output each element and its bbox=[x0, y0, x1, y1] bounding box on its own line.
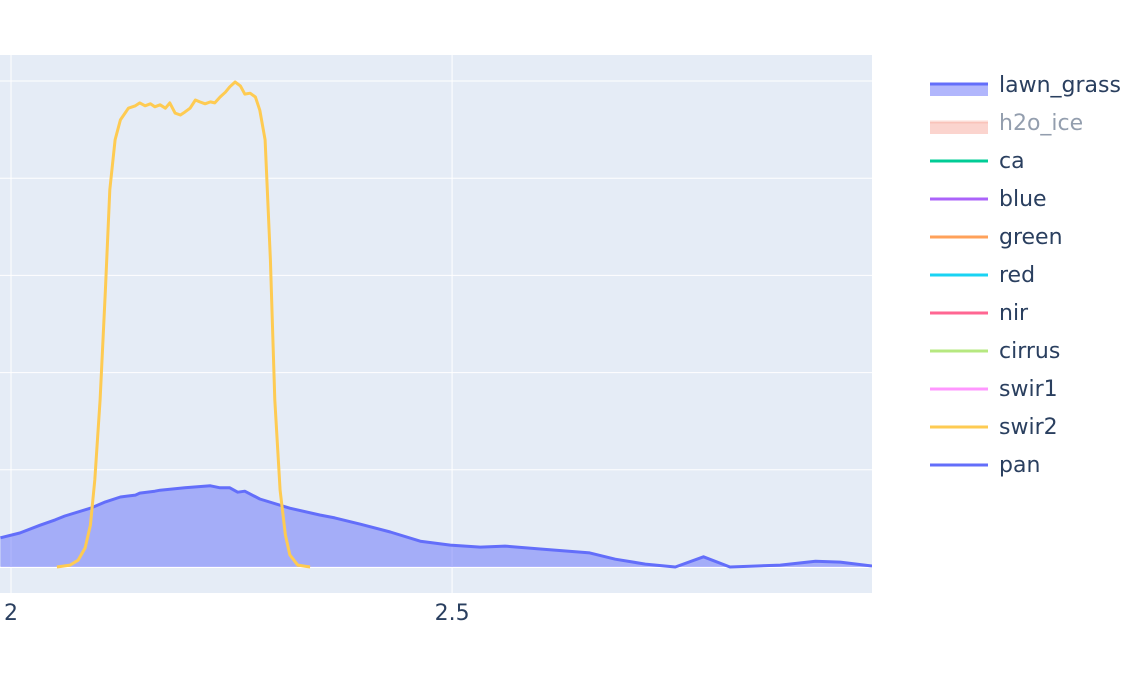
legend-item[interactable]: lawn_grass bbox=[930, 73, 1121, 98]
line bbox=[56, 80, 311, 569]
legend-label: pan bbox=[999, 453, 1040, 478]
legend-item[interactable]: green bbox=[930, 225, 1063, 250]
legend-item[interactable]: nir bbox=[930, 301, 1029, 326]
x-tick-label: 2.5 bbox=[435, 601, 470, 626]
legend-item[interactable]: swir1 bbox=[930, 377, 1058, 402]
area bbox=[0, 485, 872, 567]
legend-label: swir2 bbox=[999, 415, 1058, 440]
legend-item[interactable]: cirrus bbox=[930, 339, 1060, 364]
legend-label: green bbox=[999, 225, 1063, 250]
legend-swatch bbox=[930, 122, 988, 134]
legend-item[interactable]: pan bbox=[930, 453, 1040, 478]
legend-label: blue bbox=[999, 187, 1047, 212]
legend-item[interactable]: blue bbox=[930, 187, 1047, 212]
legend-label: cirrus bbox=[999, 339, 1060, 364]
legend-label: h2o_ice bbox=[999, 111, 1083, 136]
legend-item[interactable]: red bbox=[930, 263, 1035, 288]
legend-label: red bbox=[999, 263, 1035, 288]
legend-label: ca bbox=[999, 149, 1025, 174]
legend-item[interactable]: h2o_ice bbox=[930, 111, 1083, 136]
legend-item[interactable]: swir2 bbox=[930, 415, 1058, 440]
line bbox=[0, 484, 872, 569]
legend-item[interactable]: ca bbox=[930, 149, 1025, 174]
legend-swatch bbox=[930, 84, 988, 96]
legend-label: swir1 bbox=[999, 377, 1058, 402]
x-tick-label: 2 bbox=[4, 601, 18, 626]
legend-label: nir bbox=[999, 301, 1029, 326]
legend-label: lawn_grass bbox=[999, 73, 1121, 98]
